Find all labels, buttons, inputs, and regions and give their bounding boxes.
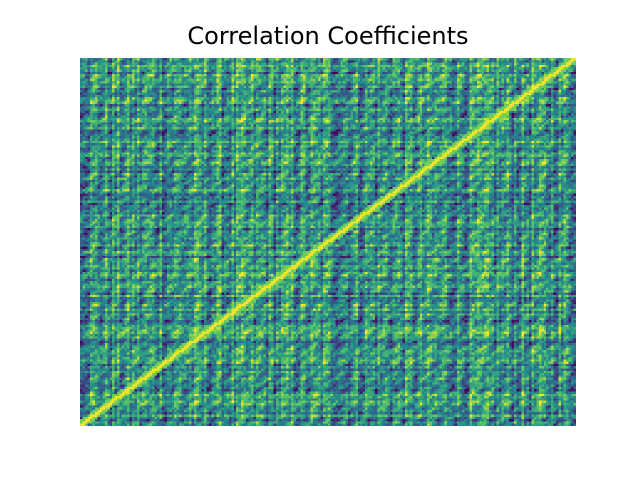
heatmap-cells (80, 58, 576, 426)
heatmap-plot-area (80, 58, 576, 426)
chart-title: Correlation Coefficients (187, 22, 469, 50)
